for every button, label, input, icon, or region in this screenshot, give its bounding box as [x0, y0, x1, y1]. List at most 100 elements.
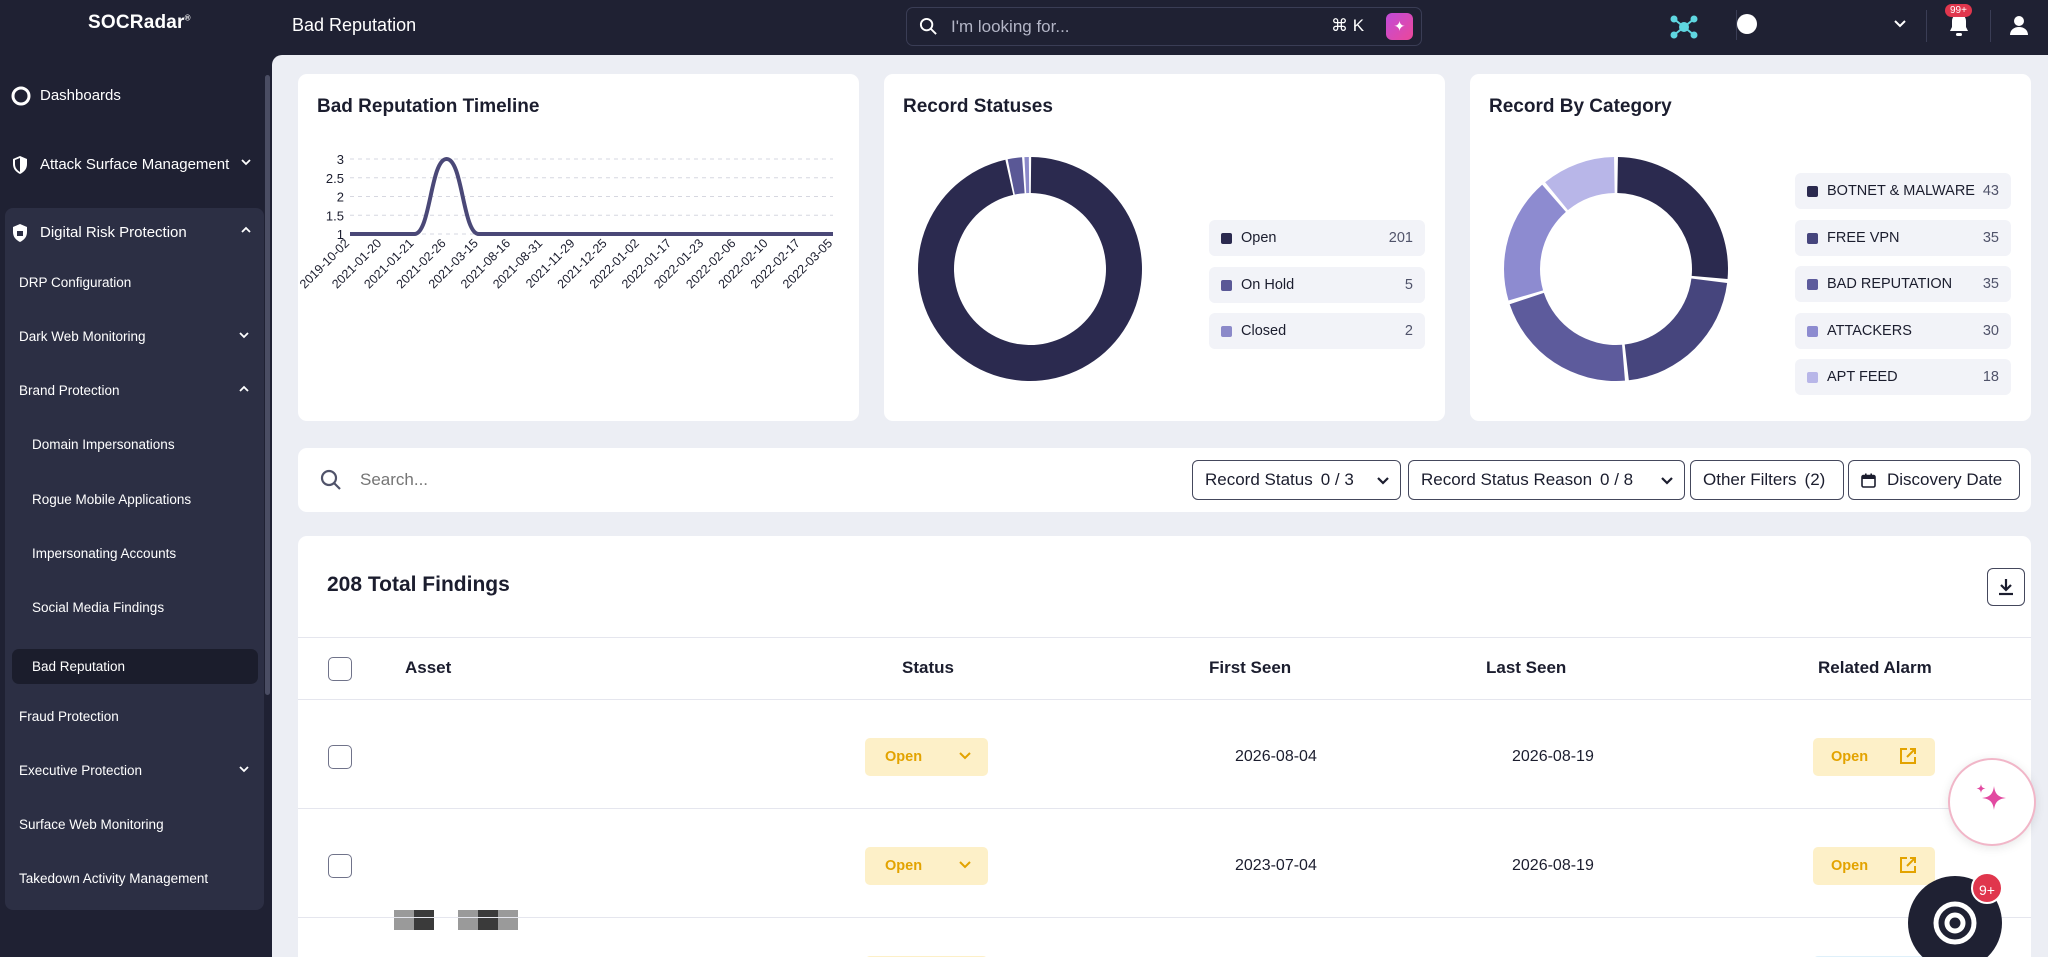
- legend-item[interactable]: On Hold 5: [1209, 266, 1425, 303]
- sidebar-item-executive-protection[interactable]: Executive Protection: [5, 750, 264, 790]
- legend-swatch: [1221, 279, 1232, 291]
- legend-label: Open: [1241, 230, 1277, 246]
- organization-selector[interactable]: [1736, 10, 1906, 40]
- other-filters-button[interactable]: Other Filters (2): [1690, 460, 1844, 500]
- columns-icon[interactable]: [1883, 573, 1913, 603]
- donut-slice[interactable]: [1624, 278, 1728, 381]
- legend-item[interactable]: FREE VPN 35: [1795, 219, 2011, 256]
- ai-assistant-button[interactable]: [1948, 758, 2036, 846]
- sidebar-item-digital-risk-protection[interactable]: Digital Risk Protection: [5, 208, 264, 258]
- sidebar-item-impersonating-accounts[interactable]: Impersonating Accounts: [32, 546, 177, 561]
- search-icon: [320, 469, 341, 490]
- record-by-category-card: Record By Category BOTNET & MALWARE 43 FRE…: [1470, 74, 2031, 421]
- global-search[interactable]: I'm looking for... ⌘ K ✦: [906, 7, 1422, 46]
- donut-slice[interactable]: [1509, 292, 1625, 381]
- logo[interactable]: SOCRadar®: [88, 12, 191, 33]
- legend-label: FREE VPN: [1827, 229, 1900, 246]
- last-seen-cell: 2026-08-19: [1512, 857, 1594, 874]
- legend-swatch: [1807, 279, 1818, 290]
- legend-item[interactable]: Closed 2: [1209, 313, 1425, 349]
- donut-slice[interactable]: [1504, 184, 1566, 301]
- related-alarm-button[interactable]: Open: [1813, 738, 1935, 776]
- legend-item[interactable]: ATTACKERS 30: [1795, 312, 2011, 349]
- top-bar: SOCRadar® Bad Reputation I'm looking for…: [0, 0, 2048, 55]
- record-statuses-card: Record Statuses Open 201 On Hold 5 Closed 2: [884, 74, 1445, 421]
- sidebar-item-dark-web-monitoring[interactable]: Dark Web Monitoring: [5, 316, 264, 356]
- chevron-down-icon: [1377, 477, 1389, 485]
- column-header-asset: Asset: [405, 658, 452, 677]
- calendar-icon: [1861, 473, 1876, 488]
- row-checkbox[interactable]: [328, 745, 352, 769]
- y-tick-label: 2.5: [326, 171, 344, 186]
- timeline-card: Bad Reputation Timeline 1 1.5 2 2.5 3 2019-10…: [298, 74, 859, 421]
- chevron-down-icon: [239, 332, 249, 339]
- legend-label: BAD REPUTATION: [1827, 276, 1953, 292]
- download-button[interactable]: [1987, 568, 2025, 606]
- donut-slice[interactable]: [918, 157, 1142, 381]
- record-status-reason-filter[interactable]: Record Status Reason 0 / 8: [1408, 460, 1685, 500]
- findings-search-input[interactable]: [360, 462, 860, 498]
- chevron-up-icon: [241, 226, 251, 233]
- network-nodes-icon[interactable]: [1668, 11, 1700, 43]
- column-header-related-alarm: Related Alarm: [1818, 658, 1932, 677]
- sidebar-item-rogue-mobile-apps[interactable]: Rogue Mobile Applications: [32, 492, 192, 507]
- legend-item[interactable]: BOTNET & MALWARE 43: [1795, 173, 2011, 209]
- timeline-chart: 11.522.532019-10-022021-01-202021-01-212…: [298, 152, 835, 291]
- sidebar-item-attack-surface[interactable]: Attack Surface Management: [0, 140, 264, 190]
- donut-slice[interactable]: [1024, 157, 1030, 194]
- sidebar-scrollbar[interactable]: [265, 75, 270, 695]
- status-dropdown[interactable]: Open: [865, 738, 988, 776]
- external-link-icon: [1900, 857, 1916, 873]
- legend-value: 35: [1982, 276, 1999, 292]
- sidebar-item-surface-web-monitoring[interactable]: Surface Web Monitoring: [19, 817, 164, 832]
- user-icon[interactable]: [2008, 14, 2030, 36]
- legend-swatch: [1807, 325, 1818, 337]
- discovery-date-filter[interactable]: Discovery Date: [1848, 460, 2020, 500]
- sidebar-item-domain-impersonations[interactable]: Domain Impersonations: [32, 437, 175, 452]
- record-by-category-donut: [1504, 157, 1728, 381]
- chevron-down-icon: [239, 766, 249, 773]
- donut-slice[interactable]: [1545, 157, 1615, 211]
- ai-sparkle-icon[interactable]: ✦: [1386, 13, 1413, 40]
- sidebar-item-brand-protection[interactable]: Brand Protection: [5, 370, 264, 410]
- divider: [1990, 10, 1991, 42]
- record-by-category-title: Record By Category: [1489, 96, 1672, 117]
- legend-value: 30: [1982, 322, 1999, 339]
- sidebar-item-bad-reputation[interactable]: Bad Reputation: [12, 649, 258, 684]
- select-all-checkbox[interactable]: [328, 657, 352, 681]
- sidebar-item-fraud-protection[interactable]: Fraud Protection: [19, 709, 119, 724]
- page-title: Bad Reputation: [292, 15, 417, 35]
- external-link-icon: [1900, 748, 1916, 764]
- related-alarm-button[interactable]: Open: [1813, 847, 1935, 885]
- record-status-filter[interactable]: Record Status 0 / 3: [1192, 460, 1401, 500]
- legend-item[interactable]: BAD REPUTATION 35: [1795, 266, 2011, 302]
- status-dropdown[interactable]: Open: [865, 847, 988, 885]
- bell-icon[interactable]: [1948, 12, 1970, 38]
- drp-section: Digital Risk Protection DRP Configuratio…: [5, 208, 264, 910]
- legend-swatch: [1807, 372, 1818, 383]
- shield-icon: [13, 156, 27, 174]
- download-icon: [1999, 579, 2013, 596]
- sidebar-item-drp-configuration[interactable]: DRP Configuration: [19, 275, 132, 290]
- donut-slice[interactable]: [1007, 157, 1025, 195]
- asset-redacted: [394, 910, 518, 930]
- check-icon[interactable]: [1925, 573, 1955, 603]
- chevron-down-icon: [1894, 20, 1906, 28]
- sparkle-icon: [1976, 784, 2006, 810]
- legend-swatch: [1221, 233, 1232, 244]
- sort-icon[interactable]: [1841, 573, 1871, 603]
- donut-slice[interactable]: [1617, 157, 1728, 280]
- divider: [298, 917, 2031, 918]
- legend-label: BOTNET & MALWARE: [1827, 183, 1975, 199]
- row-checkbox[interactable]: [328, 854, 352, 878]
- y-tick-label: 1: [337, 227, 344, 242]
- legend-item[interactable]: APT FEED 18: [1795, 359, 2011, 395]
- sidebar-item-takedown-activity[interactable]: Takedown Activity Management: [19, 871, 209, 886]
- dashboard-icon: [11, 86, 31, 106]
- legend-item[interactable]: Open 201: [1209, 220, 1425, 256]
- divider: [1926, 10, 1927, 42]
- sidebar-item-dashboards[interactable]: Dashboards: [0, 71, 264, 121]
- chevron-down-icon: [959, 861, 971, 869]
- sidebar-item-social-media-findings[interactable]: Social Media Findings: [32, 600, 165, 615]
